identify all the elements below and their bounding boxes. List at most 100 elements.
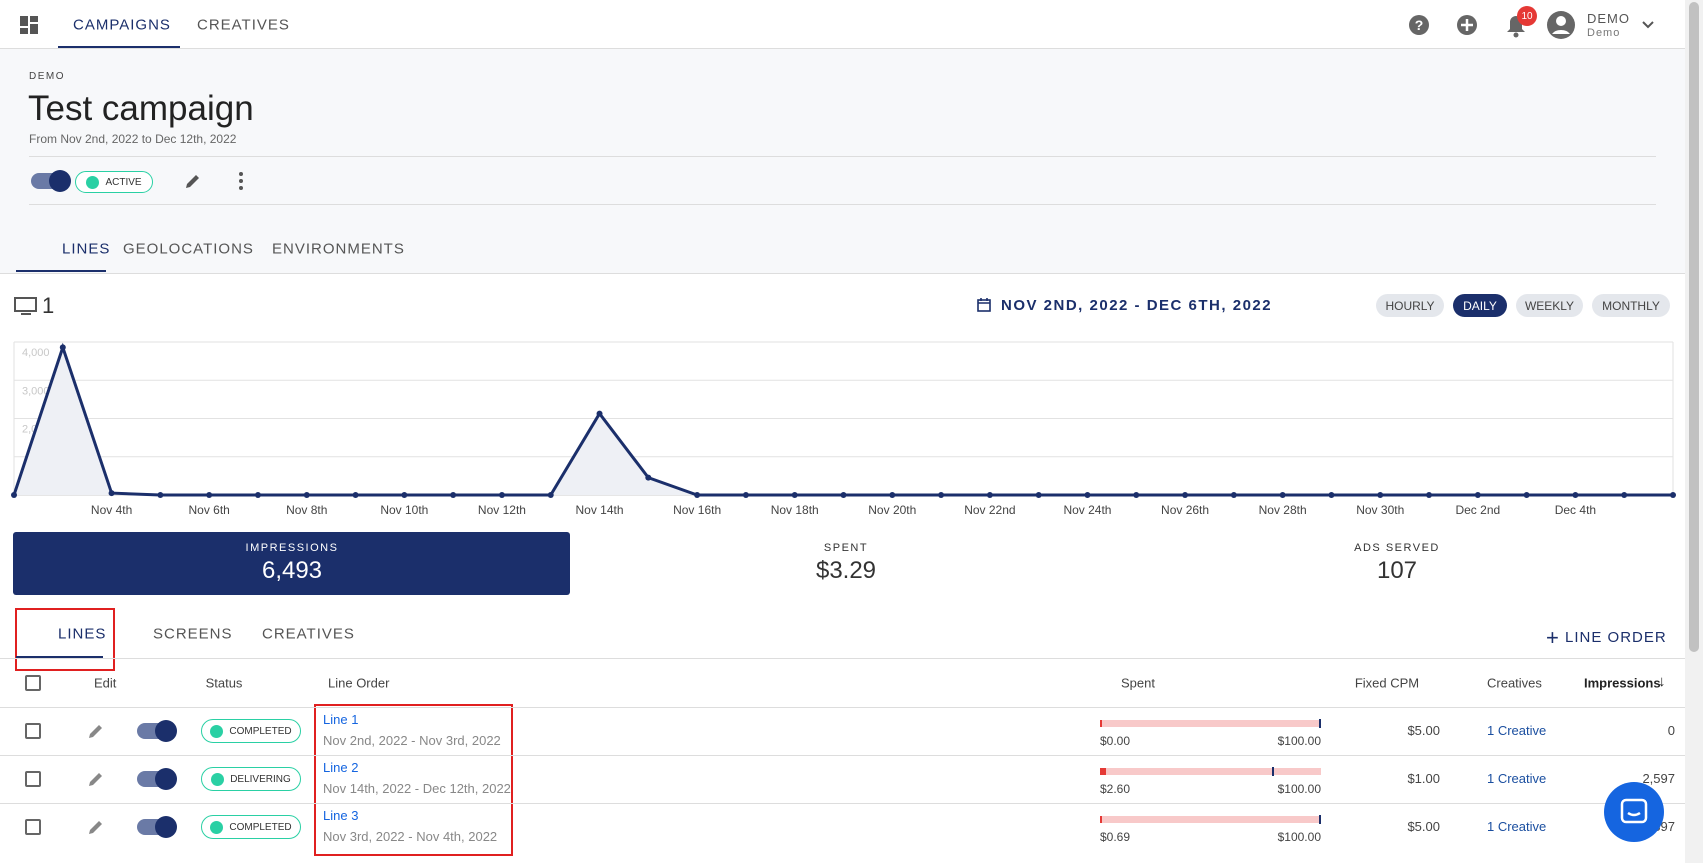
- row-toggle[interactable]: [137, 720, 177, 742]
- point: [1621, 492, 1628, 498]
- metric-value: 6,493: [261, 557, 323, 584]
- sub-tab[interactable]: LINES: [58, 625, 107, 643]
- line-name[interactable]: Line 1: [323, 712, 359, 727]
- line: [12, 342, 1673, 497]
- creatives-link[interactable]: 1 Creative: [1487, 771, 1547, 786]
- add-line-order-text: LINE ORDER: [1565, 629, 1667, 646]
- budget-label: $100.00: [1277, 782, 1321, 796]
- granularity-button[interactable]: HOURLY: [1376, 294, 1444, 317]
- row-edit[interactable]: [86, 769, 106, 789]
- pace-marker: [1319, 815, 1321, 824]
- granularity-button[interactable]: MONTHLY: [1592, 294, 1670, 317]
- x-tick-label: Nov 14th: [576, 503, 624, 517]
- point: [108, 490, 115, 497]
- point: [303, 492, 310, 498]
- point: [450, 492, 457, 498]
- spent-track: [1100, 768, 1321, 775]
- sub-tab[interactable]: SCREENS: [153, 625, 233, 643]
- creatives-link[interactable]: 1 Creative: [1487, 723, 1547, 738]
- spent-fill: [1100, 816, 1102, 823]
- help-icon[interactable]: ?: [1408, 14, 1430, 36]
- sub-tab[interactable]: CREATIVES: [262, 625, 355, 643]
- top-bar: [0, 0, 1685, 49]
- metric-value: 107: [1376, 557, 1418, 584]
- section-tab[interactable]: ENVIRONMENTS: [272, 240, 405, 258]
- add-icon[interactable]: [1456, 14, 1478, 36]
- point: [157, 492, 164, 498]
- svg-text:?: ?: [1415, 17, 1424, 33]
- chevron[interactable]: [1641, 20, 1655, 30]
- y-tick-label: 3,000: [22, 385, 50, 397]
- row-toggle[interactable]: [137, 768, 177, 790]
- tab-underline: [16, 656, 103, 658]
- header-area: [0, 49, 1685, 274]
- row-edit[interactable]: [86, 721, 106, 741]
- line-dates: Nov 14th, 2022 - Dec 12th, 2022: [323, 781, 511, 796]
- budget-label: $100.00: [1277, 734, 1321, 748]
- point: [1377, 492, 1384, 498]
- fixed-cpm: $5.00: [1407, 723, 1440, 738]
- row-checkbox[interactable]: [25, 819, 41, 835]
- status-chip: COMPLETED: [201, 719, 301, 743]
- date-range[interactable]: NOV 2ND, 2022 - DEC 6TH, 2022: [1001, 297, 1273, 314]
- scrollbar[interactable]: [1685, 0, 1703, 863]
- row-checkbox[interactable]: [25, 723, 41, 739]
- screens-count: 1: [42, 293, 55, 318]
- column-header: Edit: [94, 675, 117, 691]
- spent-fill: [1100, 720, 1102, 727]
- row-divider: [0, 707, 1685, 708]
- highlight-box: [15, 608, 115, 671]
- section-tab[interactable]: GEOLOCATIONS: [123, 240, 254, 258]
- edit-icon[interactable]: [183, 171, 203, 191]
- apps-icon[interactable]: [20, 16, 38, 34]
- campaign-title: Test campaign: [28, 89, 254, 128]
- point: [206, 492, 213, 498]
- section-tab[interactable]: LINES: [62, 240, 111, 258]
- campaign-toggle[interactable]: [31, 170, 71, 192]
- nav-tab[interactable]: CAMPAIGNS: [73, 16, 171, 34]
- x-tick-label: Nov 4th: [91, 503, 132, 517]
- screen-icon: [14, 297, 37, 315]
- point: [986, 492, 993, 498]
- point: [889, 492, 896, 498]
- row-toggle[interactable]: [137, 816, 177, 838]
- more-icon[interactable]: [237, 171, 245, 191]
- select-all[interactable]: [25, 675, 41, 691]
- nav-tab[interactable]: CREATIVES: [197, 16, 290, 34]
- x-tick-label: Nov 22nd: [964, 503, 1015, 517]
- line-name[interactable]: Line 2: [323, 760, 359, 775]
- notification-badge: 10: [1517, 6, 1537, 26]
- status-text: COMPLETED: [229, 725, 292, 737]
- spent-label: $0.69: [1100, 830, 1131, 844]
- calendar-icon[interactable]: [977, 298, 991, 312]
- column-header: Creatives: [1487, 675, 1542, 691]
- divider: [29, 156, 1656, 157]
- row-checkbox[interactable]: [25, 771, 41, 787]
- add-line-order[interactable]: + LINE ORDER: [1546, 625, 1667, 650]
- creatives-link[interactable]: 1 Creative: [1487, 819, 1547, 834]
- column-header: Status: [205, 675, 243, 691]
- metric-label: ADS SERVED: [1354, 542, 1440, 554]
- point: [1035, 492, 1042, 498]
- point: [645, 474, 652, 481]
- row-edit[interactable]: [86, 817, 106, 837]
- highlight-box: [314, 704, 513, 856]
- point: [1230, 492, 1237, 498]
- column-header: Spent: [1121, 675, 1155, 691]
- granularity-button[interactable]: DAILY: [1453, 294, 1507, 317]
- point: [1328, 492, 1335, 498]
- metric-label: SPENT: [823, 542, 869, 554]
- granularity-button[interactable]: WEEKLY: [1516, 294, 1583, 317]
- spent-track: [1100, 816, 1321, 823]
- column-header[interactable]: Impressions: [1584, 675, 1661, 691]
- campaign-dates: From Nov 2nd, 2022 to Dec 12th, 2022: [29, 132, 237, 146]
- avatar-icon[interactable]: [1546, 10, 1576, 40]
- line-name[interactable]: Line 3: [323, 808, 359, 823]
- chat-button[interactable]: [1604, 782, 1664, 842]
- metric-label: IMPRESSIONS: [245, 542, 339, 554]
- metric-selected[interactable]: [13, 532, 570, 595]
- status-chip: COMPLETED: [201, 815, 301, 839]
- status-chip: ACTIVE: [75, 171, 153, 193]
- point: [498, 492, 505, 498]
- x-tick-label: Nov 10th: [380, 503, 428, 517]
